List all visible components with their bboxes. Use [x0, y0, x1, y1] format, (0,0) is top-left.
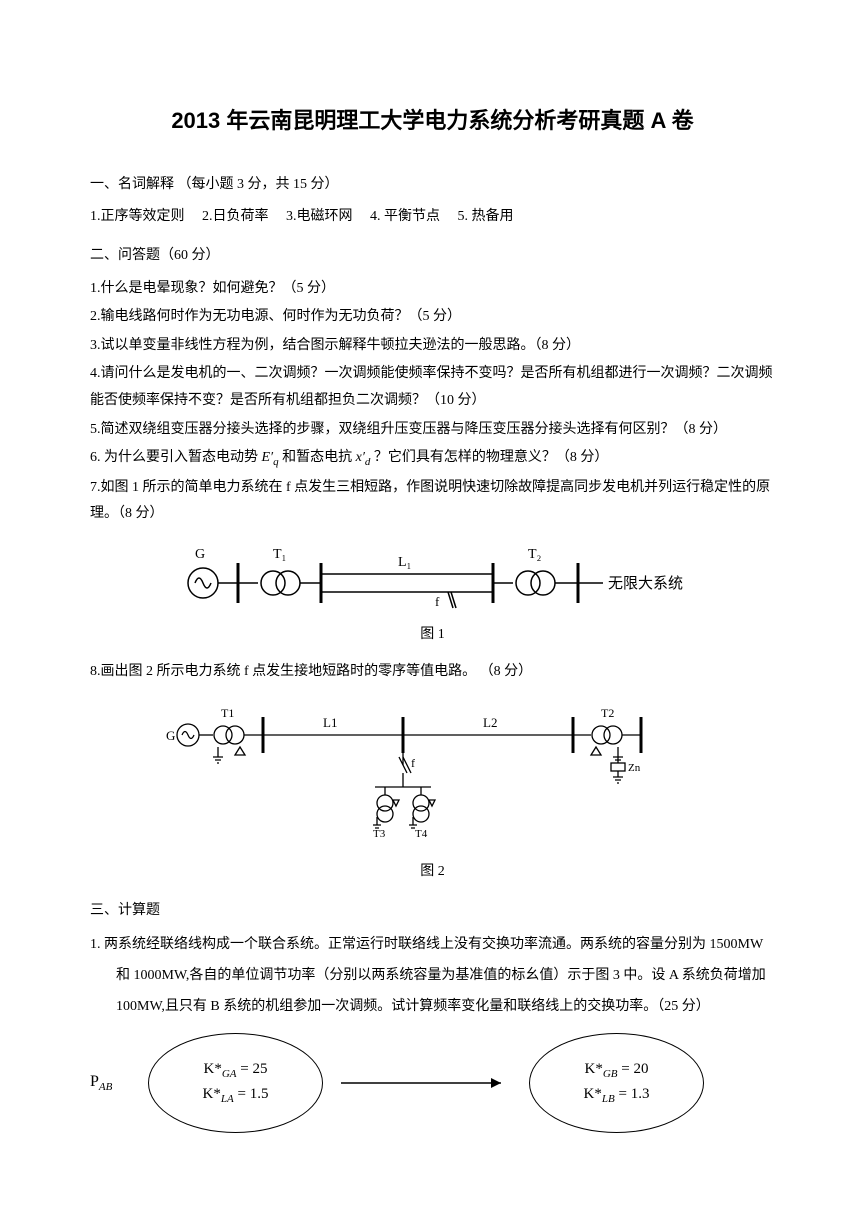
- fig3-ovalB-k1val: = 20: [618, 1061, 649, 1077]
- fig2-label-g: G: [166, 728, 175, 743]
- q6-xd: x′: [356, 450, 365, 465]
- section1-terms: 1.正序等效定则 2.日负荷率 3.电磁环网 4. 平衡节点 5. 热备用: [90, 204, 775, 231]
- q6-mid: 和暂态电抗: [279, 450, 356, 465]
- figure-2-caption: 图 2: [90, 859, 775, 886]
- term-4: 4. 平衡节点: [370, 209, 440, 224]
- q2-1: 1.什么是电晕现象？如何避免？（5 分）: [90, 276, 775, 303]
- section3-heading: 三、计算题: [90, 898, 775, 925]
- fig2-label-t4: T4: [415, 828, 428, 840]
- fig3-ovalA-line2: K*LA = 1.5: [203, 1083, 269, 1108]
- fig1-label-inf: 无限大系统: [608, 575, 683, 592]
- q2-3: 3.试以单变量非线性方程为例，结合图示解释牛顿拉夫逊法的一般思路。（8 分）: [90, 333, 775, 360]
- fig2-label-t3: T3: [373, 828, 386, 840]
- fig3-arrow-icon: [341, 1073, 511, 1093]
- fig3-ovalA-k2val: = 1.5: [234, 1086, 269, 1102]
- fig3-ovalB-k2sub: LB: [602, 1093, 615, 1105]
- q2-2: 2.输电线路何时作为无功电源、何时作为无功负荷？（5 分）: [90, 304, 775, 331]
- q2-7: 7.如图 1 所示的简单电力系统在 f 点发生三相短路，作图说明快速切除故障提高…: [90, 475, 775, 528]
- fig3-oval-b: K*GB = 20 K*LB = 1.3: [529, 1033, 704, 1133]
- fig3-ovalA-k1val: = 25: [237, 1061, 268, 1077]
- q2-6: 6. 为什么要引入暂态电动势 E′q 和暂态电抗 x′d ？它们具有怎样的物理意…: [90, 445, 775, 473]
- fig1-label-t1: T₁: [273, 547, 286, 562]
- figure-3: PAB K*GA = 25 K*LA = 1.5 K*GB = 20 K*LB …: [90, 1033, 775, 1133]
- fig1-label-g: G: [195, 547, 205, 562]
- fig3-oval-a: K*GA = 25 K*LA = 1.5: [148, 1033, 323, 1133]
- figure-1-caption: 图 1: [90, 622, 775, 649]
- fig2-label-l1: L1: [323, 715, 337, 730]
- q6-pre: 6. 为什么要引入暂态电动势: [90, 450, 262, 465]
- fig2-label-l2: L2: [483, 715, 497, 730]
- section1-heading: 一、名词解释 （每小题 3 分，共 15 分）: [90, 172, 775, 199]
- fig3-ovalA-k2: K*: [203, 1086, 221, 1102]
- fig3-ovalA-k1: K*: [204, 1061, 222, 1077]
- fig3-ovalA-k1sub: GA: [222, 1068, 237, 1080]
- fig3-pab-sub: AB: [99, 1081, 112, 1093]
- fig2-label-zn: Zn: [628, 762, 641, 774]
- figure-1: G T₁ L₁ f T₂ 无限大系统 图 1: [90, 538, 775, 649]
- fig3-ovalB-k1: K*: [585, 1061, 603, 1077]
- fig2-label-t2: T2: [601, 706, 614, 720]
- page-title: 2013 年云南昆明理工大学电力系统分析考研真题 A 卷: [90, 100, 775, 142]
- fig3-ovalB-k1sub: GB: [603, 1068, 618, 1080]
- q2-4: 4.请问什么是发电机的一、二次调频？一次调频能使频率保持不变吗？是否所有机组都进…: [90, 361, 775, 414]
- fig1-label-l1: L₁: [398, 555, 411, 570]
- fig2-label-t1: T1: [221, 706, 234, 720]
- fig1-label-t2: T₂: [528, 547, 542, 562]
- fig3-ovalA-k2sub: LA: [221, 1093, 234, 1105]
- fig3-ovalB-k2: K*: [584, 1086, 602, 1102]
- figure-1-svg: G T₁ L₁ f T₂ 无限大系统: [173, 538, 693, 618]
- q2-5: 5.简述双绕组变压器分接头选择的步骤，双绕组升压变压器与降压变压器分接头选择有何…: [90, 417, 775, 444]
- q2-8: 8.画出图 2 所示电力系统 f 点发生接地短路时的零序等值电路。 （8 分）: [90, 659, 775, 686]
- section2-heading: 二、问答题（60 分）: [90, 243, 775, 270]
- q6-post: ？它们具有怎样的物理意义？（8 分）: [370, 450, 608, 465]
- fig3-pab-label: PAB: [90, 1067, 130, 1098]
- q6-eq: E′: [262, 450, 274, 465]
- term-2: 2.日负荷率: [202, 209, 269, 224]
- fig3-ovalB-k2val: = 1.3: [615, 1086, 650, 1102]
- figure-2-svg: G T1 L1 L2 T2 Zn f T3 T4: [163, 695, 703, 855]
- fig3-ovalB-line1: K*GB = 20: [585, 1058, 649, 1083]
- term-3: 3.电磁环网: [286, 209, 353, 224]
- q3-1: 1. 两系统经联络线构成一个联合系统。正常运行时联络线上没有交换功率流通。两系统…: [116, 930, 775, 1022]
- fig3-pab-p: P: [90, 1073, 99, 1090]
- fig3-ovalA-line1: K*GA = 25: [204, 1058, 268, 1083]
- term-5: 5. 热备用: [458, 209, 514, 224]
- fig3-ovalB-line2: K*LB = 1.3: [584, 1083, 650, 1108]
- figure-2: G T1 L1 L2 T2 Zn f T3 T4 图 2: [90, 695, 775, 886]
- term-1: 1.正序等效定则: [90, 209, 185, 224]
- fig1-label-f: f: [435, 594, 440, 609]
- fig2-label-f: f: [411, 756, 415, 770]
